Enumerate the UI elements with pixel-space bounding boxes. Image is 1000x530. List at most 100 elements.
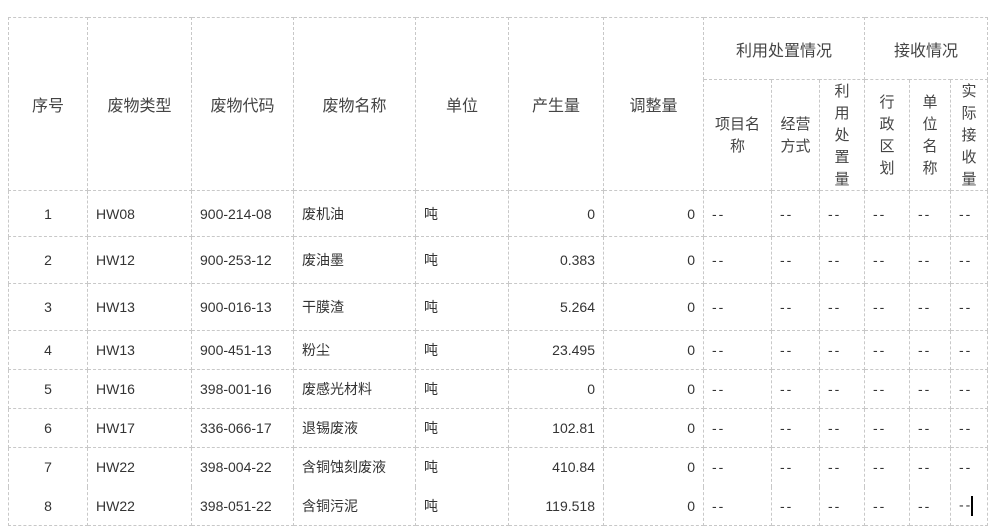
- cell-seq[interactable]: 2: [8, 236, 88, 284]
- cell-disposal[interactable]: --: [819, 236, 865, 284]
- cell-name[interactable]: 含铜蚀刻废液: [293, 447, 416, 487]
- cell-unit[interactable]: 吨: [415, 236, 509, 284]
- cell-disposal[interactable]: --: [819, 190, 865, 237]
- cell-unit-name[interactable]: --: [909, 283, 951, 331]
- cell-mode[interactable]: --: [771, 447, 820, 487]
- cell-name[interactable]: 粉尘: [293, 330, 416, 370]
- cell-region[interactable]: --: [864, 408, 910, 448]
- cell-code[interactable]: 398-001-16: [191, 369, 294, 409]
- cell-mode[interactable]: --: [771, 190, 820, 237]
- cell-unit[interactable]: 吨: [415, 369, 509, 409]
- cell-unit[interactable]: 吨: [415, 330, 509, 370]
- cell-code[interactable]: 398-004-22: [191, 447, 294, 487]
- cell-mode[interactable]: --: [771, 330, 820, 370]
- cell-produced[interactable]: 23.495: [508, 330, 604, 370]
- cell-code[interactable]: 398-051-22: [191, 486, 294, 526]
- cell-received[interactable]: --: [950, 447, 988, 487]
- cell-region[interactable]: --: [864, 486, 910, 526]
- cell-project[interactable]: --: [703, 236, 772, 284]
- cell-produced[interactable]: 0: [508, 369, 604, 409]
- cell-type[interactable]: HW16: [87, 369, 192, 409]
- cell-name[interactable]: 废油墨: [293, 236, 416, 284]
- cell-code[interactable]: 900-214-08: [191, 190, 294, 237]
- cell-unit[interactable]: 吨: [415, 408, 509, 448]
- cell-region[interactable]: --: [864, 283, 910, 331]
- cell-adjust[interactable]: 0: [603, 330, 704, 370]
- cell-name[interactable]: 含铜污泥: [293, 486, 416, 526]
- cell-disposal[interactable]: --: [819, 369, 865, 409]
- cell-unit-name[interactable]: --: [909, 190, 951, 237]
- cell-mode[interactable]: --: [771, 486, 820, 526]
- cell-seq[interactable]: 4: [8, 330, 88, 370]
- cell-adjust[interactable]: 0: [603, 369, 704, 409]
- cell-code[interactable]: 336-066-17: [191, 408, 294, 448]
- cell-adjust[interactable]: 0: [603, 190, 704, 237]
- cell-adjust[interactable]: 0: [603, 408, 704, 448]
- cell-unit[interactable]: 吨: [415, 486, 509, 526]
- cell-project[interactable]: --: [703, 190, 772, 237]
- cell-code[interactable]: 900-016-13: [191, 283, 294, 331]
- cell-project[interactable]: --: [703, 408, 772, 448]
- cell-disposal[interactable]: --: [819, 408, 865, 448]
- cell-type[interactable]: HW22: [87, 447, 192, 487]
- cell-region[interactable]: --: [864, 369, 910, 409]
- cell-received[interactable]: --: [950, 330, 988, 370]
- cell-produced[interactable]: 5.264: [508, 283, 604, 331]
- cell-unit[interactable]: 吨: [415, 447, 509, 487]
- cell-type[interactable]: HW13: [87, 330, 192, 370]
- cell-type[interactable]: HW22: [87, 486, 192, 526]
- cell-disposal[interactable]: --: [819, 330, 865, 370]
- cell-produced[interactable]: 102.81: [508, 408, 604, 448]
- cell-seq[interactable]: 6: [8, 408, 88, 448]
- cell-adjust[interactable]: 0: [603, 236, 704, 284]
- cell-code[interactable]: 900-451-13: [191, 330, 294, 370]
- cell-seq[interactable]: 3: [8, 283, 88, 331]
- cell-produced[interactable]: 410.84: [508, 447, 604, 487]
- cell-disposal[interactable]: --: [819, 283, 865, 331]
- cell-name[interactable]: 退锡废液: [293, 408, 416, 448]
- cell-unit-name[interactable]: --: [909, 486, 951, 526]
- cell-adjust[interactable]: 0: [603, 283, 704, 331]
- cell-region[interactable]: --: [864, 236, 910, 284]
- cell-code[interactable]: 900-253-12: [191, 236, 294, 284]
- cell-received[interactable]: --: [950, 190, 988, 237]
- cell-received[interactable]: --: [950, 486, 988, 526]
- cell-project[interactable]: --: [703, 369, 772, 409]
- cell-mode[interactable]: --: [771, 236, 820, 284]
- cell-received[interactable]: --: [950, 283, 988, 331]
- cell-seq[interactable]: 5: [8, 369, 88, 409]
- cell-seq[interactable]: 1: [8, 190, 88, 237]
- cell-type[interactable]: HW12: [87, 236, 192, 284]
- cell-type[interactable]: HW13: [87, 283, 192, 331]
- cell-type[interactable]: HW08: [87, 190, 192, 237]
- cell-unit-name[interactable]: --: [909, 369, 951, 409]
- cell-name[interactable]: 干膜渣: [293, 283, 416, 331]
- cell-adjust[interactable]: 0: [603, 486, 704, 526]
- cell-mode[interactable]: --: [771, 283, 820, 331]
- cell-project[interactable]: --: [703, 486, 772, 526]
- cell-project[interactable]: --: [703, 447, 772, 487]
- cell-produced[interactable]: 0.383: [508, 236, 604, 284]
- cell-received[interactable]: --: [950, 236, 988, 284]
- cell-unit-name[interactable]: --: [909, 408, 951, 448]
- cell-disposal[interactable]: --: [819, 447, 865, 487]
- cell-type[interactable]: HW17: [87, 408, 192, 448]
- cell-region[interactable]: --: [864, 190, 910, 237]
- cell-received[interactable]: --: [950, 369, 988, 409]
- cell-name[interactable]: 废感光材料: [293, 369, 416, 409]
- cell-mode[interactable]: --: [771, 369, 820, 409]
- cell-adjust[interactable]: 0: [603, 447, 704, 487]
- cell-received[interactable]: --: [950, 408, 988, 448]
- cell-region[interactable]: --: [864, 447, 910, 487]
- cell-unit[interactable]: 吨: [415, 283, 509, 331]
- cell-unit-name[interactable]: --: [909, 236, 951, 284]
- cell-produced[interactable]: 119.518: [508, 486, 604, 526]
- cell-project[interactable]: --: [703, 283, 772, 331]
- cell-name[interactable]: 废机油: [293, 190, 416, 237]
- cell-region[interactable]: --: [864, 330, 910, 370]
- cell-mode[interactable]: --: [771, 408, 820, 448]
- cell-project[interactable]: --: [703, 330, 772, 370]
- cell-produced[interactable]: 0: [508, 190, 604, 237]
- cell-seq[interactable]: 8: [8, 486, 88, 526]
- cell-unit-name[interactable]: --: [909, 447, 951, 487]
